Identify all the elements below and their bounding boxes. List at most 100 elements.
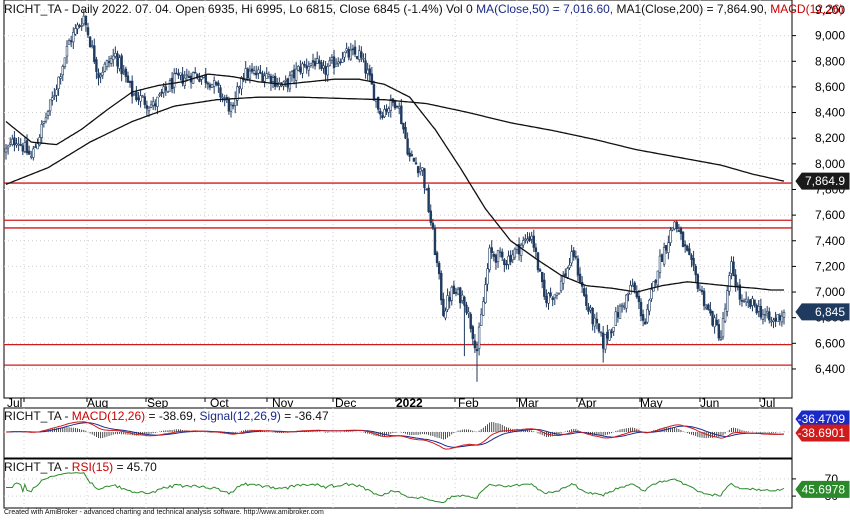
candle-body <box>482 301 485 316</box>
candle-body <box>231 104 235 107</box>
x-tick-label: Dec <box>335 396 356 410</box>
candle-body <box>639 301 643 317</box>
candle-body <box>696 274 699 289</box>
candle-body <box>648 299 651 312</box>
candle-body <box>454 291 458 294</box>
candle-body <box>610 331 613 334</box>
candle-body <box>196 73 199 79</box>
candle-body <box>545 295 548 304</box>
candle-body <box>63 57 67 68</box>
candle-body <box>732 261 735 277</box>
candle-body <box>347 48 350 58</box>
rsi-frame <box>3 458 793 509</box>
candle-body <box>416 166 420 174</box>
candle-body <box>442 298 445 316</box>
x-tick-label: Sep <box>147 396 169 410</box>
candle-body <box>562 274 565 284</box>
candle-body <box>307 66 310 71</box>
rsi-pane: 703045.6978 <box>3 458 850 509</box>
candle-body <box>255 72 258 76</box>
candle-body <box>665 245 668 251</box>
candle-body <box>446 295 449 310</box>
candle-body <box>315 58 319 64</box>
candle-body <box>339 61 342 64</box>
candle-body <box>328 60 332 66</box>
candle-body <box>372 84 376 101</box>
x-tick-label: Feb <box>458 396 479 410</box>
candle-body <box>707 304 710 310</box>
candle-body <box>654 279 657 283</box>
candle-body <box>757 305 760 312</box>
candle-body <box>217 82 220 86</box>
candle-body <box>112 55 115 60</box>
candle-body <box>711 311 714 326</box>
macd-value-tag-text: -38.6901 <box>798 426 846 440</box>
candle-body <box>376 97 380 110</box>
candle-body <box>557 292 561 295</box>
candle-body <box>320 62 323 69</box>
macd-label: MACD(12,26) <box>71 409 146 423</box>
candle-body <box>368 68 371 76</box>
candle-body <box>486 268 489 285</box>
candle-body <box>597 323 601 332</box>
candle-body <box>431 222 435 229</box>
candle-body <box>526 238 529 242</box>
y-tick-label: 8,800 <box>815 54 845 68</box>
candle-body <box>627 292 630 295</box>
candle-body <box>208 84 212 88</box>
candle-body <box>292 69 296 79</box>
candle-body <box>271 77 275 82</box>
candle-body <box>46 111 50 116</box>
candle-body <box>120 55 123 75</box>
candle-body <box>751 298 754 306</box>
candle-body <box>690 255 693 260</box>
candle-body <box>480 313 483 326</box>
candle-body <box>747 301 750 303</box>
candle-body <box>286 78 289 88</box>
candle-body <box>318 60 321 64</box>
candle-body <box>215 81 218 85</box>
rsi-value-tag: 45.6978 <box>795 480 850 498</box>
candle-body <box>11 138 14 145</box>
candle-body <box>683 244 687 247</box>
price-frame <box>3 0 793 399</box>
candle-body <box>105 60 109 67</box>
x-tick-label: May <box>640 396 663 410</box>
candle-body <box>644 321 647 325</box>
candle-body <box>772 319 775 322</box>
candle-body <box>759 305 763 318</box>
candle-body <box>519 244 523 256</box>
candle-body <box>330 57 334 61</box>
candle-body <box>265 73 268 79</box>
candle-body <box>288 75 292 90</box>
rsi-header: RICHT_TA - RSI(15) = 45.70 <box>4 460 157 474</box>
candle-body <box>135 91 138 101</box>
candle-body <box>599 331 603 334</box>
y-tick-label: 8,200 <box>815 131 845 145</box>
candle-body <box>69 40 73 43</box>
candle-body <box>107 61 111 63</box>
candle-body <box>133 93 136 96</box>
candle-body <box>381 115 384 118</box>
candle-body <box>252 70 256 74</box>
candle-body <box>404 126 407 139</box>
rsi-line <box>6 472 785 504</box>
candle-body <box>679 228 683 234</box>
candle-body <box>42 120 46 124</box>
candle-body <box>692 258 695 266</box>
candle-body <box>345 48 348 52</box>
candle-body <box>551 297 554 301</box>
candle-body <box>210 84 214 88</box>
candle-body <box>337 61 340 64</box>
candle-body <box>341 58 344 63</box>
candle-body <box>109 58 113 64</box>
candle-body <box>236 86 239 101</box>
candle-body <box>440 273 443 301</box>
candle-body <box>688 248 691 255</box>
candle-body <box>650 289 653 300</box>
ma200-line <box>5 96 785 185</box>
candle-body <box>410 154 414 157</box>
candle-body <box>652 281 655 292</box>
candle-body <box>322 65 325 69</box>
candle-body <box>662 247 666 265</box>
